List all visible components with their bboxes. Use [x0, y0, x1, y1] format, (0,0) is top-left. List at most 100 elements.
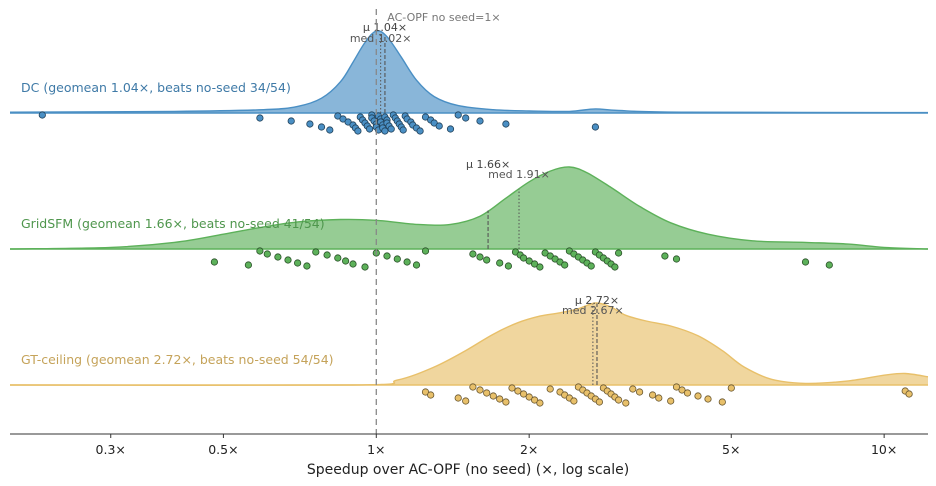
data-point: [727, 384, 735, 392]
x-tick-label: 0.5×: [208, 442, 238, 457]
data-point: [483, 389, 491, 397]
data-point: [435, 122, 443, 130]
data-point: [530, 396, 539, 404]
data-point: [416, 127, 424, 135]
data-point: [519, 254, 528, 262]
data-point: [667, 397, 675, 405]
data-point: [274, 253, 282, 261]
data-point: [519, 390, 528, 398]
x-axis-label: Speedup over AC-OPF (no seed) (×, log sc…: [307, 462, 629, 478]
median-label: med 2.67×: [562, 304, 624, 317]
x-tick-label: 1×: [367, 442, 385, 457]
mean-label: μ 1.66×: [466, 158, 510, 171]
data-point: [446, 125, 455, 133]
x-tick-label: 5×: [722, 442, 740, 457]
data-point: [655, 394, 663, 402]
data-point: [334, 112, 342, 120]
data-point: [421, 113, 430, 121]
data-point: [210, 258, 218, 266]
data-point: [365, 125, 374, 133]
ridge-gridsfm: GridSFM (geomean 1.66×, beats no-seed 41…: [9, 158, 929, 271]
density-outline: [9, 302, 929, 387]
data-point: [393, 255, 401, 263]
data-point: [502, 120, 510, 128]
series-label: GT-ceiling (geomean 2.72×, beats no-seed…: [21, 352, 334, 367]
data-point: [306, 120, 314, 128]
data-point: [387, 125, 395, 133]
data-point: [341, 257, 350, 265]
data-point: [334, 254, 342, 262]
data-point: [536, 399, 544, 407]
data-point: [349, 260, 357, 268]
data-point: [303, 262, 311, 270]
data-point: [502, 398, 510, 406]
data-point: [648, 391, 657, 399]
data-point: [454, 394, 462, 402]
data-point: [421, 247, 430, 255]
data-point: [476, 117, 484, 125]
data-point: [244, 261, 252, 269]
data-point: [525, 393, 533, 401]
data-point: [694, 392, 702, 400]
data-point: [905, 390, 913, 398]
data-point: [530, 260, 539, 268]
density-area: [10, 166, 928, 249]
data-point: [399, 126, 407, 134]
data-point: [508, 384, 516, 392]
data-point: [323, 251, 331, 259]
density-area: [10, 302, 928, 386]
data-point: [454, 111, 462, 119]
data-point: [293, 259, 302, 267]
data-point: [476, 253, 484, 261]
data-point: [595, 398, 604, 406]
data-point: [381, 127, 389, 135]
data-point: [361, 263, 369, 271]
data-point: [312, 248, 320, 256]
data-point: [611, 263, 619, 271]
data-point: [421, 388, 430, 396]
data-point: [412, 261, 421, 269]
x-tick-label: 0.3×: [96, 442, 126, 457]
data-point: [489, 392, 497, 400]
data-point: [462, 397, 470, 405]
data-point: [256, 114, 264, 122]
points-group: [210, 247, 833, 271]
points-group: [421, 383, 913, 407]
data-point: [635, 388, 644, 396]
density-area: [10, 30, 928, 114]
data-point: [587, 262, 595, 270]
data-point: [38, 111, 46, 119]
data-point: [672, 255, 681, 263]
x-tick-label: 10×: [871, 442, 897, 457]
data-point: [546, 385, 554, 393]
series-label: GridSFM (geomean 1.66×, beats no-seed 41…: [21, 216, 325, 231]
data-point: [661, 252, 669, 260]
data-point: [678, 386, 686, 394]
data-point: [354, 127, 362, 135]
data-point: [483, 256, 491, 264]
mean-label: μ 1.04×: [363, 21, 407, 34]
data-point: [496, 259, 504, 267]
data-point: [525, 257, 533, 265]
median-label: med 1.91×: [488, 168, 550, 181]
data-point: [263, 250, 271, 258]
data-point: [614, 249, 623, 257]
data-point: [591, 123, 600, 131]
data-point: [326, 126, 334, 134]
data-point: [469, 250, 477, 258]
data-point: [629, 385, 637, 393]
data-point: [825, 261, 833, 269]
ridge-gt-ceiling: GT-ceiling (geomean 2.72×, beats no-seed…: [9, 294, 929, 407]
data-point: [427, 391, 435, 399]
density-outline: [9, 166, 929, 250]
data-point: [476, 386, 484, 394]
data-point: [622, 399, 630, 407]
data-point: [383, 252, 391, 260]
data-point: [801, 258, 810, 266]
x-tick-label: 2×: [520, 442, 538, 457]
density-outline: [9, 30, 929, 114]
data-point: [561, 261, 569, 269]
reference-line-layer: AC-OPF no seed=1×: [375, 9, 501, 434]
points-group: [38, 111, 600, 135]
